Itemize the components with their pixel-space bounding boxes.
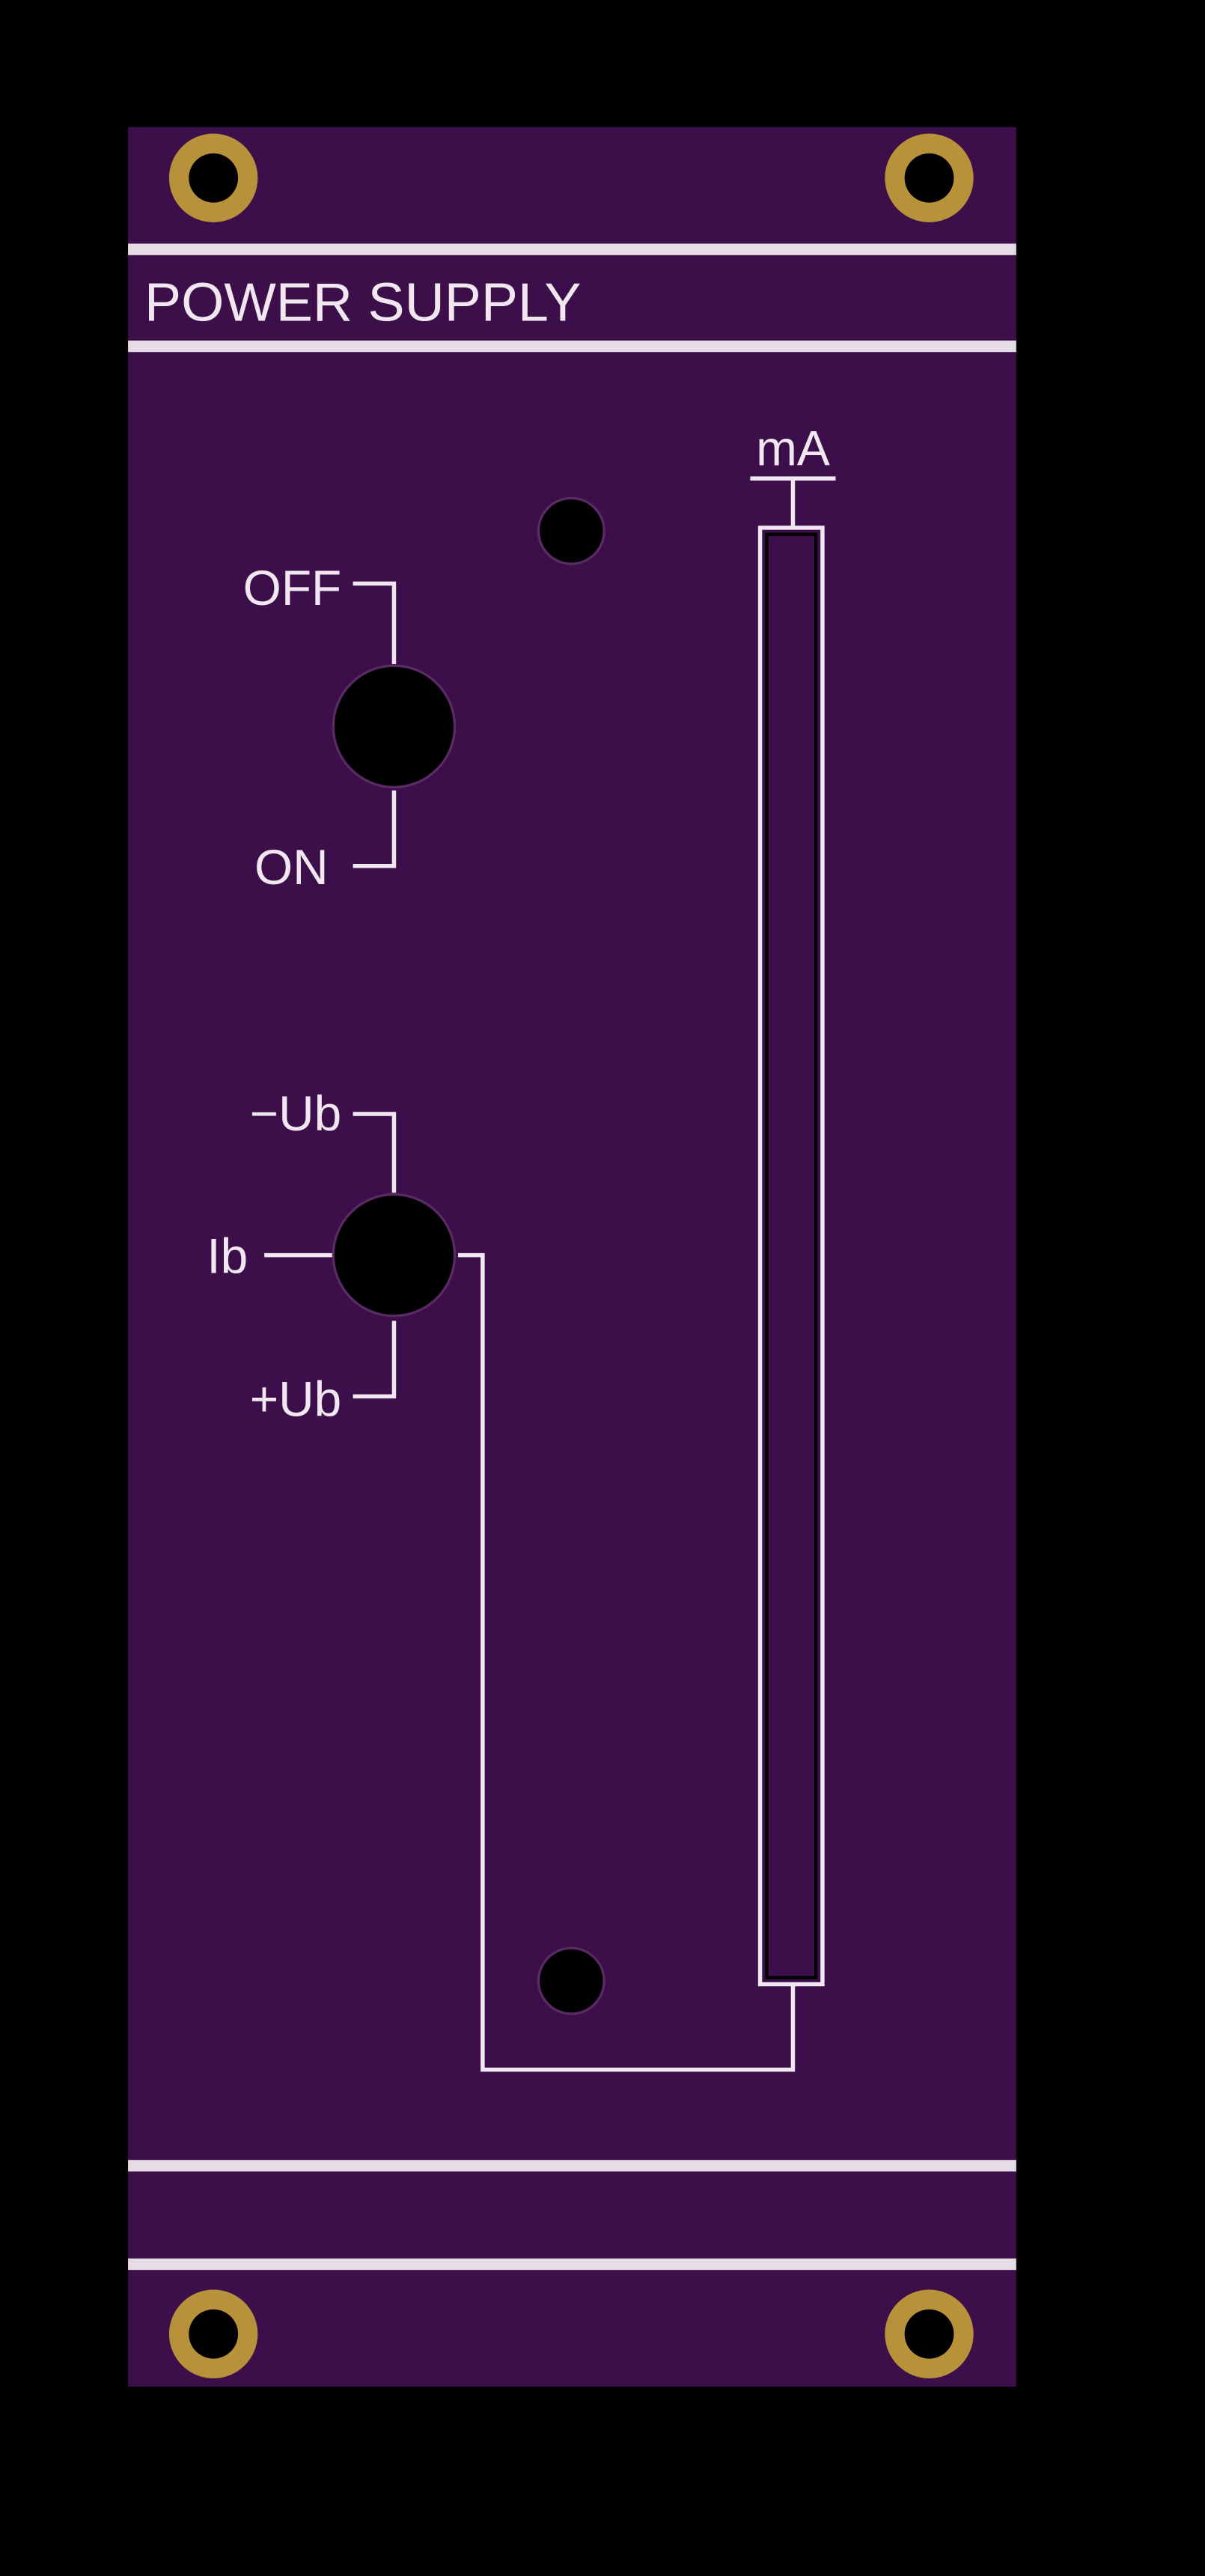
meter-outline [757, 526, 825, 1987]
mode-switch-label-plus-ub: +Ub [250, 1371, 342, 1427]
header-line-bottom [128, 340, 1016, 353]
power-switch-icon[interactable] [332, 664, 457, 789]
header-line-top [128, 243, 1016, 255]
mount-hole-top-right [885, 133, 974, 222]
power-switch-markings [353, 581, 397, 868]
mount-hole-bottom-right [885, 2289, 974, 2378]
meter-unit-label: mA [756, 421, 830, 476]
mode-switch-markings [264, 1112, 397, 1399]
meter-markings [750, 476, 836, 528]
footer-line-top [128, 2160, 1016, 2172]
power-switch-label-on: ON [254, 839, 329, 895]
power-switch-label-off: OFF [243, 560, 342, 615]
led-hole-bottom-icon [537, 1946, 605, 2015]
mount-hole-bottom-left [168, 2289, 258, 2378]
led-hole-top-icon [537, 496, 605, 565]
pcb-panel [128, 127, 1016, 2387]
mount-hole-top-left [168, 133, 258, 222]
mode-switch-label-minus-ub: −Ub [250, 1085, 342, 1141]
meter-connection-trace [457, 1252, 796, 2072]
panel-title: POWER SUPPLY [144, 272, 581, 333]
footer-line-bottom [128, 2258, 1016, 2271]
mode-switch-label-ib: Ib [207, 1228, 248, 1284]
mode-switch-icon[interactable] [332, 1193, 457, 1318]
meter-window [765, 532, 818, 1979]
